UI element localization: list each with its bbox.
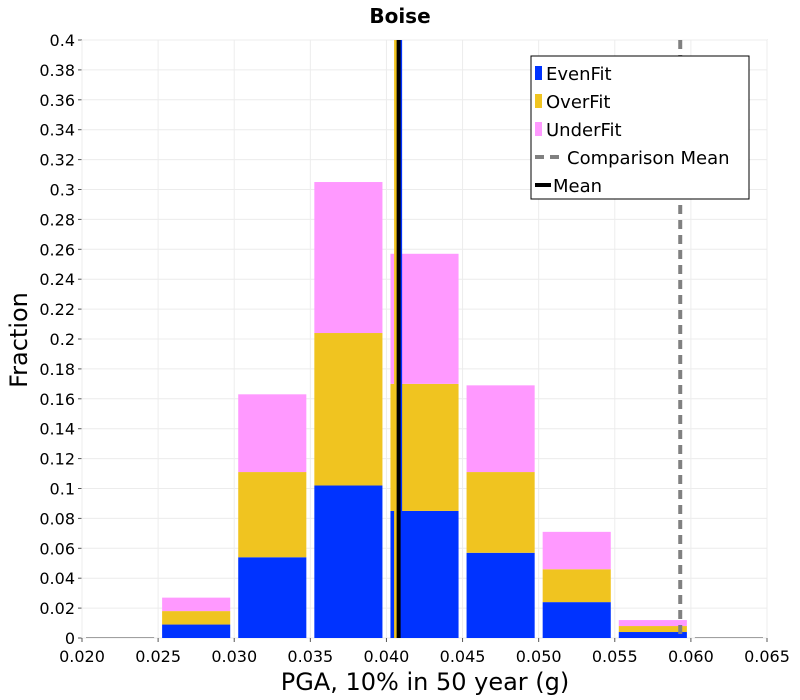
y-tick-label: 0.06 [39,539,75,558]
y-tick-label: 0 [65,629,75,648]
y-tick-label: 0.2 [50,330,75,349]
y-tick-label: 0.32 [39,151,75,170]
x-axis-title: PGA, 10% in 50 year (g) [281,668,570,696]
bar-underfit [542,531,611,570]
y-tick-label: 0.22 [39,300,75,319]
legend-label-overfit: OverFit [546,92,610,113]
y-tick-label: 0.12 [39,450,75,469]
x-tick-label: 0.020 [59,647,105,666]
bar-underfit [314,182,383,334]
y-tick-label: 0.02 [39,599,75,618]
y-tick-label: 0.36 [39,91,75,110]
legend-label-mean: Mean [553,176,602,197]
y-tick-label: 0.16 [39,390,75,409]
bar-overfit [162,611,231,625]
y-tick-label: 0.08 [39,509,75,528]
legend-label-comparison-mean: Comparison Mean [567,148,730,169]
bar-evenfit [542,602,611,638]
x-tick-label: 0.030 [211,647,257,666]
legend-label-evenfit: EvenFit [546,64,612,85]
y-tick-label: 0.1 [50,480,75,499]
legend-label-underfit: UnderFit [546,120,622,141]
y-tick-label: 0.34 [39,121,75,140]
y-tick-label: 0.3 [50,181,75,200]
bar-overfit [466,472,535,553]
x-tick-label: 0.040 [364,647,410,666]
y-tick-label: 0.18 [39,360,75,379]
x-tick-label: 0.025 [135,647,181,666]
bar-underfit [238,394,307,473]
legend-swatch-overfit [535,94,542,108]
y-tick-label: 0.4 [50,31,75,50]
legend-box [530,55,750,200]
bar-overfit [542,569,611,603]
bar-evenfit [238,557,307,638]
bar-underfit [466,385,535,473]
x-tick-label: 0.055 [592,647,638,666]
x-tick-label: 0.050 [516,647,562,666]
legend: EvenFit OverFit UnderFit Comparison Mean Mea… [530,55,750,200]
bar-evenfit [618,632,687,638]
legend-swatch-evenfit [535,66,542,80]
x-tick-label: 0.035 [287,647,333,666]
bar-overfit [238,472,307,558]
bar-evenfit [314,485,383,638]
y-tick-label: 0.04 [39,569,75,588]
x-tick-label: 0.045 [440,647,486,666]
chart-title: Boise [369,4,430,28]
bar-evenfit [466,552,535,638]
bar-underfit [618,620,687,627]
x-tick-label: 0.060 [668,647,714,666]
y-tick-label: 0.24 [39,270,75,289]
legend-swatch-underfit [535,122,542,136]
y-tick-label: 0.28 [39,210,75,229]
y-tick-label: 0.38 [39,61,75,80]
bar-underfit [162,597,231,612]
y-axis-title: Fraction [5,292,33,388]
x-tick-label: 0.065 [744,647,790,666]
bar-overfit [314,333,383,486]
bar-evenfit [162,624,231,638]
bar-overfit [618,626,687,633]
y-tick-label: 0.26 [39,240,75,259]
y-tick-label: 0.14 [39,420,75,439]
